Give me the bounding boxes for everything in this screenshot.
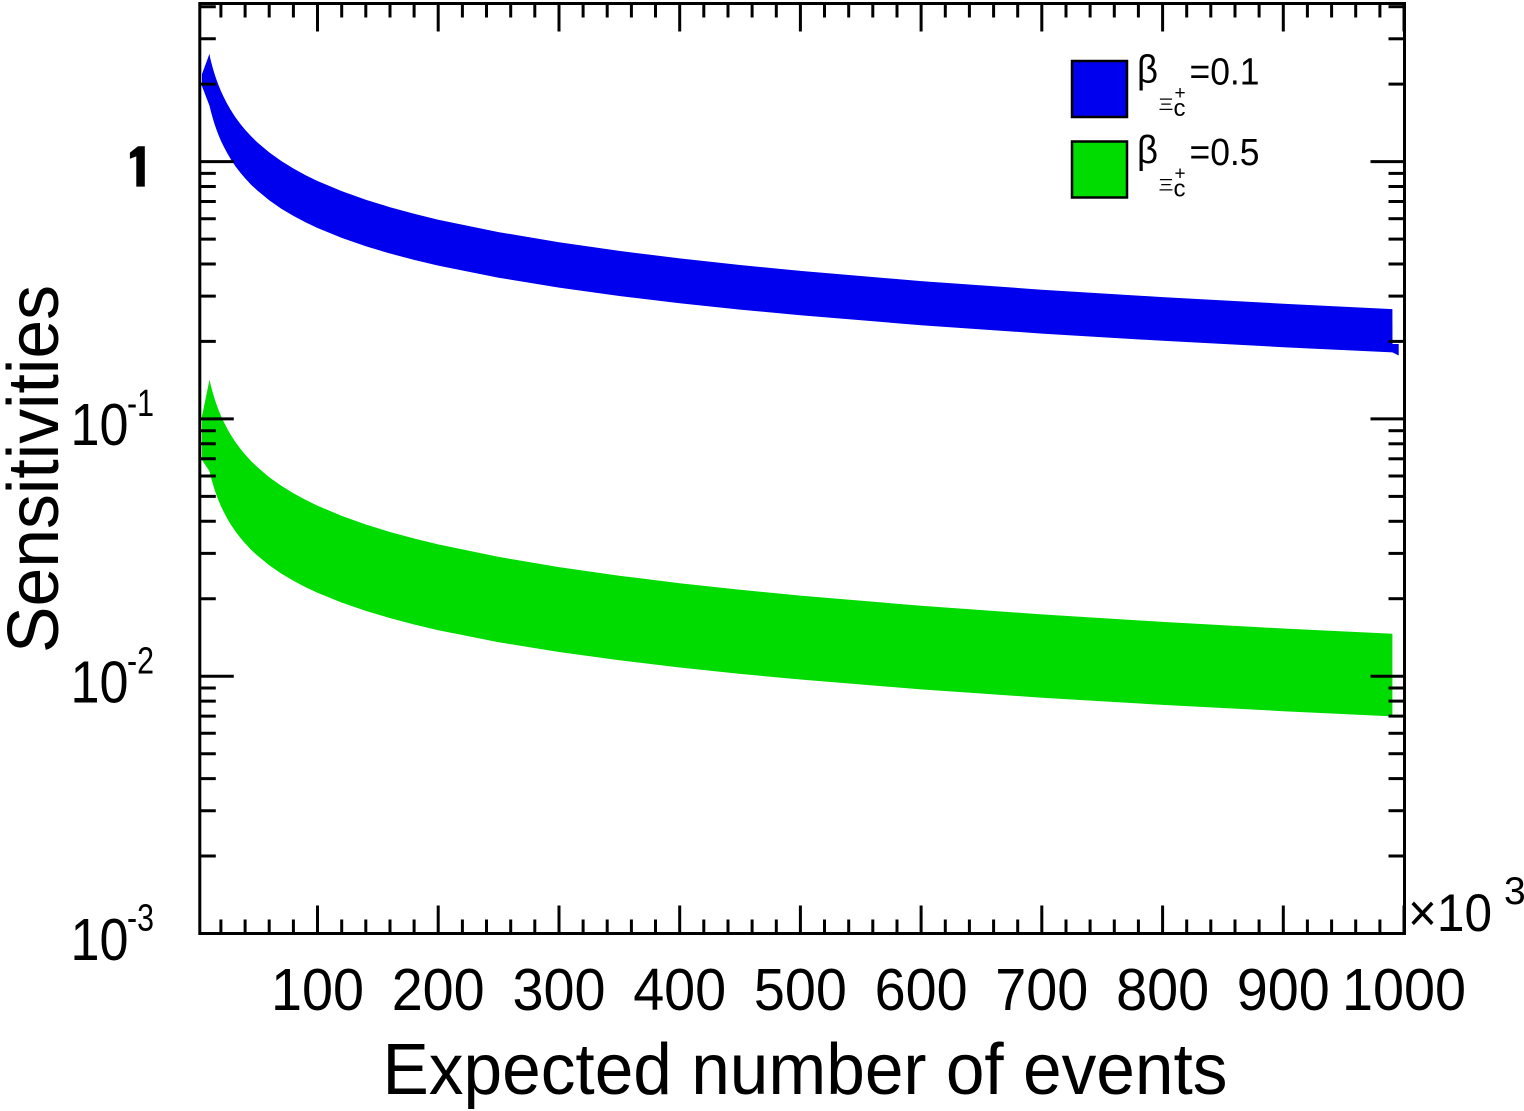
- svg-text:Ξ: Ξ: [1159, 176, 1174, 195]
- svg-text:-3: -3: [127, 898, 154, 940]
- svg-text:10: 10: [71, 650, 129, 716]
- svg-text:c: c: [1174, 95, 1186, 122]
- svg-text:100: 100: [271, 957, 364, 1023]
- svg-text:Expected number of events: Expected number of events: [383, 1030, 1228, 1110]
- svg-text:500: 500: [754, 957, 847, 1023]
- svg-text:-1: -1: [127, 383, 154, 425]
- svg-text:700: 700: [995, 957, 1088, 1023]
- svg-text:+: +: [1175, 164, 1186, 185]
- svg-text:400: 400: [633, 957, 726, 1023]
- svg-text:+: +: [1175, 83, 1186, 104]
- svg-text:3: 3: [1504, 870, 1524, 913]
- svg-text:=0.5: =0.5: [1190, 132, 1260, 174]
- svg-text:800: 800: [1116, 957, 1209, 1023]
- svg-text:300: 300: [513, 957, 606, 1023]
- svg-text:=0.1: =0.1: [1190, 52, 1260, 94]
- svg-text:β: β: [1137, 129, 1158, 172]
- svg-text:200: 200: [392, 957, 485, 1023]
- svg-text:Ξ: Ξ: [1159, 95, 1174, 114]
- svg-text:-2: -2: [127, 641, 154, 683]
- svg-text:600: 600: [875, 957, 968, 1023]
- svg-text:×10: ×10: [1408, 884, 1492, 943]
- svg-text:c: c: [1174, 176, 1186, 203]
- svg-text:1000: 1000: [1342, 957, 1466, 1023]
- svg-text:Sensitivities: Sensitivities: [0, 285, 74, 653]
- svg-text:10: 10: [71, 907, 129, 973]
- svg-text:β: β: [1137, 49, 1158, 92]
- svg-text:10: 10: [71, 392, 129, 458]
- svg-text:900: 900: [1237, 957, 1330, 1023]
